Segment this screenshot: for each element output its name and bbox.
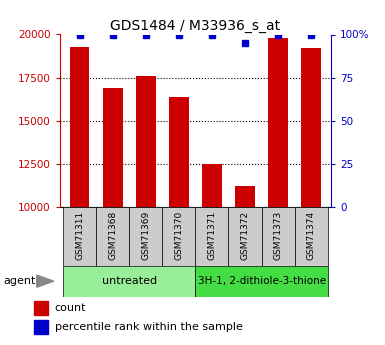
Bar: [169, 97, 189, 207]
Text: GSM71311: GSM71311: [75, 210, 84, 260]
Bar: [34, 302, 48, 315]
Bar: [96, 207, 129, 266]
Text: GSM71369: GSM71369: [141, 210, 150, 260]
Bar: [129, 207, 162, 266]
Bar: [268, 38, 288, 207]
Text: agent: agent: [4, 276, 36, 286]
Text: percentile rank within the sample: percentile rank within the sample: [55, 322, 243, 332]
Bar: [34, 321, 48, 334]
Bar: [261, 207, 295, 266]
Text: untreated: untreated: [102, 276, 157, 286]
Text: count: count: [55, 303, 86, 313]
Bar: [235, 186, 255, 207]
Bar: [202, 164, 222, 207]
Polygon shape: [37, 275, 54, 287]
Bar: [63, 266, 195, 297]
Bar: [136, 76, 156, 207]
Bar: [103, 88, 122, 207]
Text: GSM71373: GSM71373: [274, 210, 283, 260]
Bar: [63, 207, 96, 266]
Bar: [70, 47, 89, 207]
Bar: [195, 207, 228, 266]
Text: GSM71372: GSM71372: [241, 210, 249, 260]
Text: GSM71374: GSM71374: [307, 210, 316, 260]
Bar: [228, 207, 261, 266]
Text: GSM71371: GSM71371: [208, 210, 216, 260]
Bar: [295, 207, 328, 266]
Title: GDS1484 / M33936_s_at: GDS1484 / M33936_s_at: [110, 19, 280, 33]
Bar: [195, 266, 328, 297]
Text: 3H-1, 2-dithiole-3-thione: 3H-1, 2-dithiole-3-thione: [198, 276, 326, 286]
Text: GSM71370: GSM71370: [174, 210, 183, 260]
Bar: [162, 207, 195, 266]
Bar: [301, 48, 321, 207]
Text: GSM71368: GSM71368: [108, 210, 117, 260]
